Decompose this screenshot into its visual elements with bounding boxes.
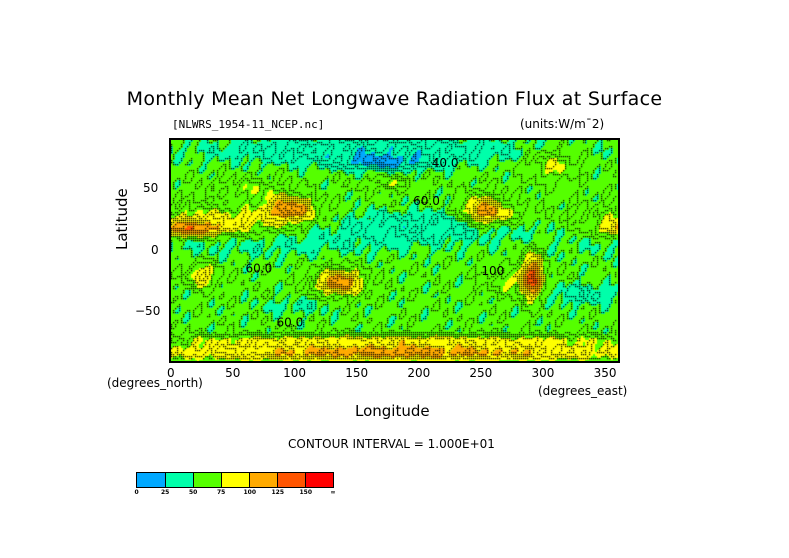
x-tick-label: 100 [283, 366, 307, 380]
x-axis-label: Longitude [355, 402, 430, 420]
colorbar-tick-label: 150 [299, 489, 313, 496]
x-axis-units: (degrees_east) [538, 384, 628, 398]
colorbar-segment [137, 473, 165, 487]
colorbar-tick-label: 50 [189, 489, 198, 496]
x-tick-label: 350 [593, 366, 617, 380]
colorbar-tick-label: 25 [161, 489, 170, 496]
x-tick-label: 200 [407, 366, 431, 380]
colorbar-segment [193, 473, 221, 487]
x-tick-label: 300 [531, 366, 555, 380]
colorbar-segment [221, 473, 249, 487]
colorbar [136, 472, 334, 488]
y-axis-units: (degrees_north) [107, 376, 203, 390]
contour-overlay: 40.0 60.0 60.0 60.0 100 [246, 156, 505, 330]
colorbar-tick-label: ∞ [330, 489, 336, 496]
contour-label: 60.0 [413, 194, 440, 208]
colorbar-tick-label: 0 [134, 489, 139, 496]
chart-title: Monthly Mean Net Longwave Radiation Flux… [126, 88, 663, 110]
x-tick-label: 50 [225, 366, 241, 380]
x-tick-label: 250 [469, 366, 493, 380]
colorbar-tick-label: 100 [243, 489, 257, 496]
y-tick-label: 0 [151, 242, 159, 257]
colorbar-segment [277, 473, 305, 487]
contour-label: 60.0 [246, 262, 273, 276]
colorbar-segment [165, 473, 193, 487]
y-tick-label: −50 [135, 303, 161, 318]
units-label: (units:W/m¯2) [520, 117, 605, 131]
contour-label: 40.0 [432, 156, 459, 170]
contour-interval-label: CONTOUR INTERVAL = 1.000E+01 [288, 437, 495, 451]
x-tick-label: 150 [345, 366, 369, 380]
x-tick-label: 0 [167, 366, 175, 380]
colorbar-segment [249, 473, 277, 487]
y-axis-label: Latitude [113, 188, 131, 250]
file-name-label: [NLWRS_1954-11_NCEP.nc] [172, 118, 325, 131]
contour-field [171, 140, 618, 361]
colorbar-tick-label: 75 [217, 489, 226, 496]
contour-label: 100 [481, 264, 504, 278]
colorbar-segment [305, 473, 333, 487]
contour-label: 60.0 [277, 316, 304, 330]
y-tick-label: 50 [143, 181, 159, 196]
plot-area: 40.0 60.0 60.0 60.0 100 [169, 138, 620, 363]
colorbar-tick-label: 125 [271, 489, 285, 496]
